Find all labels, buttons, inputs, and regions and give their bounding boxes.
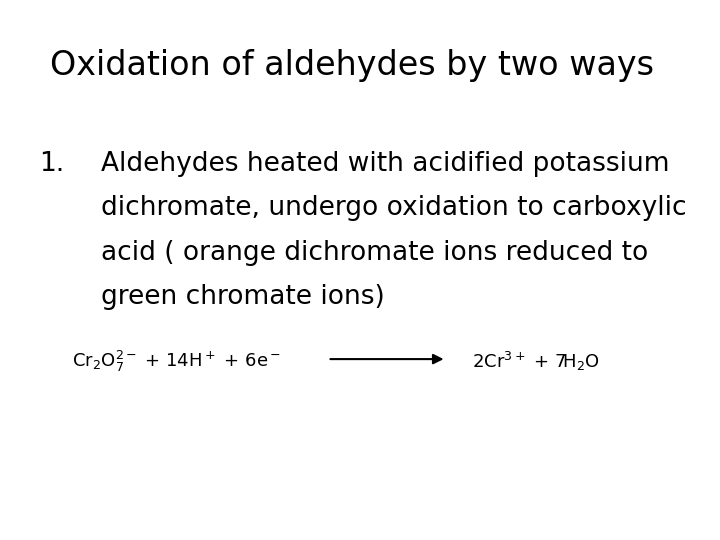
- Text: acid ( orange dichromate ions reduced to: acid ( orange dichromate ions reduced to: [101, 240, 648, 266]
- Text: dichromate, undergo oxidation to carboxylic: dichromate, undergo oxidation to carboxy…: [101, 195, 686, 221]
- Text: 2Cr$^{3+}$ + 7H$_2$O: 2Cr$^{3+}$ + 7H$_2$O: [472, 350, 600, 373]
- Text: green chromate ions): green chromate ions): [101, 284, 384, 310]
- Text: Oxidation of aldehydes by two ways: Oxidation of aldehydes by two ways: [50, 49, 654, 82]
- Text: 1.: 1.: [40, 151, 65, 177]
- Text: Cr$_2$O$_7^{2-}$ + 14H$^+$ + 6e$^-$: Cr$_2$O$_7^{2-}$ + 14H$^+$ + 6e$^-$: [72, 349, 281, 374]
- Text: Aldehydes heated with acidified potassium: Aldehydes heated with acidified potassiu…: [101, 151, 670, 177]
